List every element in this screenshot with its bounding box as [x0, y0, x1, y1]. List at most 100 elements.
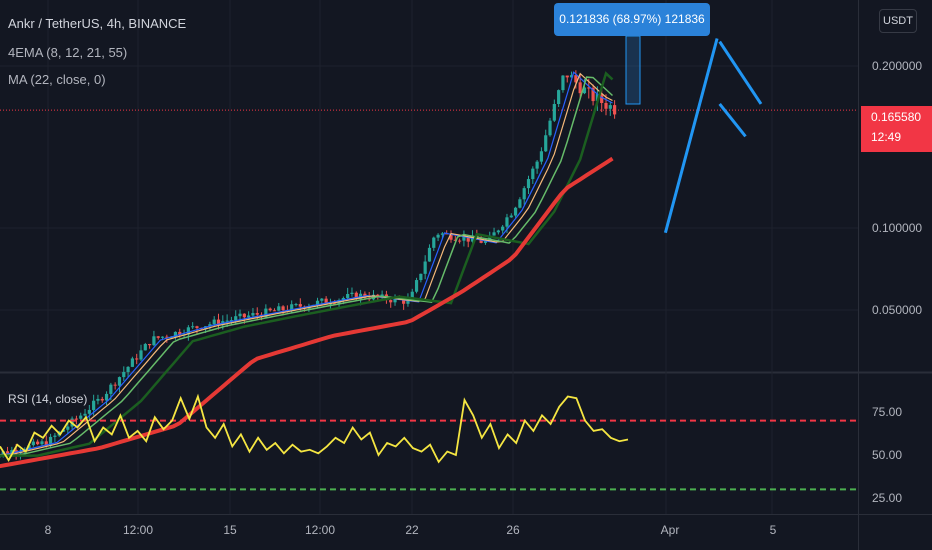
- candle-body: [548, 120, 552, 136]
- candle-body: [290, 304, 294, 311]
- candle-body: [277, 306, 281, 311]
- price-tick-label: 0.050000: [872, 303, 922, 317]
- candle-body: [320, 298, 324, 301]
- candle-body: [561, 75, 565, 91]
- symbol-title: Ankr / TetherUS, 4h, BINANCE: [8, 16, 187, 31]
- last-price-tag: 0.165580 12:49: [861, 106, 932, 152]
- candle-body: [139, 350, 143, 360]
- candle-body: [247, 315, 251, 318]
- candle-body: [208, 324, 212, 327]
- candle-body: [595, 93, 599, 102]
- time-tick-label: 26: [506, 523, 520, 537]
- candle-body: [122, 371, 126, 378]
- candle-body: [315, 300, 320, 305]
- candle-body: [27, 445, 31, 451]
- candle-body: [83, 413, 87, 416]
- candle-body: [66, 426, 70, 430]
- candle-body: [513, 207, 518, 216]
- candle-body: [186, 327, 190, 335]
- candle-body: [569, 75, 574, 78]
- ema-12-line: [0, 72, 613, 456]
- candle-body: [402, 299, 406, 304]
- candle-body: [479, 239, 483, 243]
- candle-body: [591, 87, 595, 102]
- candle-body: [272, 310, 277, 312]
- time-tick-label: 22: [405, 523, 419, 537]
- candle-body: [195, 326, 199, 328]
- candle-body: [10, 450, 14, 454]
- rsi-indicator-label[interactable]: RSI (14, close): [8, 392, 88, 406]
- candle-body: [324, 298, 328, 304]
- candle-body: [160, 336, 165, 338]
- flag-upper-line: [718, 40, 763, 105]
- candle-body: [574, 75, 578, 83]
- candle-body: [354, 292, 358, 299]
- currency-button[interactable]: USDT: [879, 9, 917, 33]
- flag-pattern: [625, 35, 763, 234]
- candle-body: [191, 326, 195, 328]
- candle-body: [410, 291, 414, 300]
- candle-body: [216, 319, 221, 326]
- ema-indicator-label[interactable]: 4EMA (8, 12, 21, 55): [8, 45, 128, 60]
- candle-body: [130, 358, 134, 367]
- candle-body: [238, 313, 242, 317]
- candle-body: [427, 247, 432, 262]
- candle-body: [178, 331, 182, 335]
- last-price-value: 0.165580: [871, 110, 922, 124]
- bar-countdown: 12:49: [871, 130, 902, 144]
- candle-body: [31, 441, 35, 446]
- candle-body: [458, 240, 462, 242]
- candle-body: [608, 105, 612, 109]
- candle-body: [298, 304, 302, 307]
- candle-body: [268, 308, 272, 311]
- rsi-tick-label: 75.00: [872, 405, 902, 419]
- candle-body: [518, 199, 522, 208]
- price-tick-label: 0.200000: [872, 59, 922, 73]
- candle-body: [539, 151, 544, 162]
- candle-body: [522, 188, 526, 200]
- candle-body: [440, 233, 444, 235]
- time-tick-label: 15: [223, 523, 237, 537]
- time-tick-label: 5: [770, 523, 777, 537]
- candle-body: [100, 398, 104, 401]
- candle-body: [104, 393, 109, 401]
- candle-body: [501, 226, 505, 231]
- candle-body: [488, 235, 492, 242]
- ma-22-line: [0, 156, 614, 469]
- candle-body: [604, 103, 608, 109]
- candle-body: [135, 358, 139, 360]
- ma-indicator-label[interactable]: MA (22, close, 0): [8, 72, 106, 87]
- time-tick-label: 12:00: [123, 523, 153, 537]
- time-tick-label: 12:00: [305, 523, 335, 537]
- candle-body: [92, 400, 96, 410]
- candle-body: [496, 230, 500, 233]
- candle-body: [565, 75, 569, 78]
- candle-body: [423, 261, 427, 274]
- candle-body: [48, 436, 53, 447]
- candle-body: [74, 418, 79, 420]
- candle-body: [466, 236, 470, 242]
- measure-label[interactable]: 0.121836 (68.97%) 121836: [554, 3, 710, 36]
- candle-body: [156, 336, 160, 338]
- time-tick-label: Apr: [661, 523, 680, 537]
- candle-body: [346, 294, 350, 299]
- candle-body: [234, 316, 238, 321]
- rsi-line: [0, 393, 629, 464]
- candle-body: [36, 441, 40, 445]
- price-tick-label: 0.100000: [872, 221, 922, 235]
- candle-body: [40, 441, 44, 445]
- candle-body: [44, 441, 48, 447]
- candle-body: [509, 215, 513, 218]
- rsi-tick-label: 50.00: [872, 448, 902, 462]
- flagpole-line: [663, 38, 719, 234]
- candle-body: [212, 319, 216, 325]
- candle-body: [600, 93, 604, 104]
- candle-body: [505, 217, 509, 227]
- candle-body: [152, 336, 156, 346]
- time-tick-label: 8: [45, 523, 52, 537]
- candle-body: [552, 104, 556, 121]
- candle-body: [255, 313, 259, 315]
- candle-body: [492, 232, 496, 236]
- candle-body: [544, 135, 548, 152]
